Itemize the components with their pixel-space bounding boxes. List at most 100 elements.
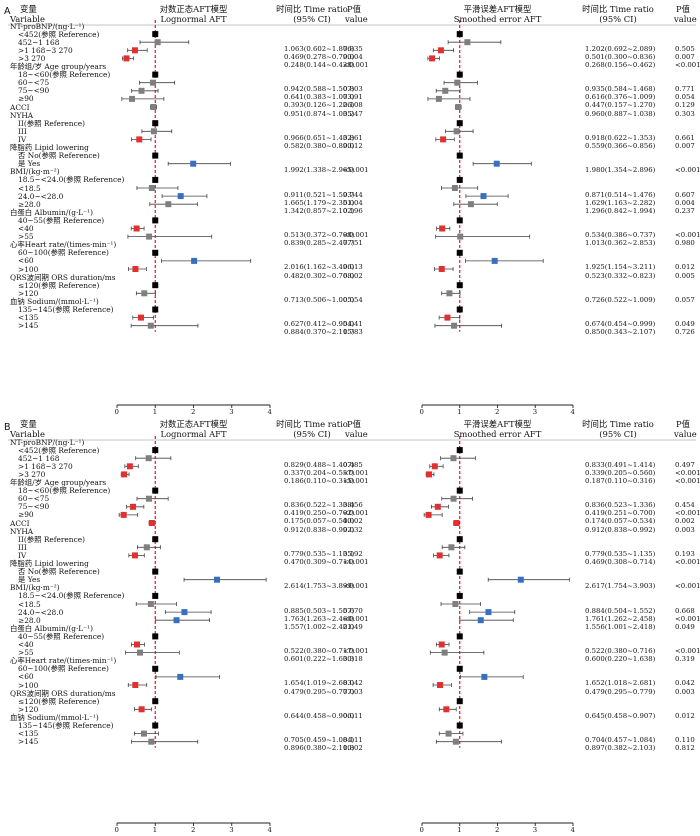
x-tick-label: 3 [532, 408, 538, 416]
p-value: 0.002 [343, 271, 363, 280]
header-p-en: value [345, 14, 368, 24]
time-ratio-value: 2.614(1.753~3.899) [284, 582, 355, 591]
time-ratio-value: 0.911(0.521~1.593) [284, 190, 355, 199]
point-estimate [445, 730, 452, 737]
panel-label: A [4, 6, 11, 17]
p-value: 0.668 [675, 606, 695, 615]
time-ratio-value: 0.726(0.522~1.009) [585, 295, 656, 304]
p-value: 0.054 [343, 295, 363, 304]
row-label: 452~1 168 [18, 37, 60, 47]
row-label: >120 [18, 288, 39, 298]
reference-marker [456, 722, 463, 729]
p-value: 0.835 [343, 44, 363, 53]
p-value: 0.193 [675, 549, 695, 558]
time-ratio-value: 0.779(0.535~1.135) [585, 549, 656, 558]
time-ratio-value: 0.187(0.110~0.316) [585, 476, 656, 485]
row-label: >100 [18, 264, 39, 274]
reference-marker [456, 152, 463, 159]
time-ratio-value: 2.016(1.162~3.496) [284, 263, 355, 272]
header-p-en: value [345, 429, 368, 439]
header-variable-en: Variable [10, 14, 45, 24]
p-value: 0.454 [675, 501, 695, 510]
header-time-ratio-cn-2: 时间比 Time ratio [582, 419, 654, 429]
row-label: QRS波间期 ORS duration/ms [10, 272, 116, 282]
time-ratio-value: 1.654(1.019~2.683) [284, 679, 355, 688]
time-ratio-value: 0.600(0.220~1.638) [585, 655, 656, 664]
row-label: III [18, 126, 27, 136]
time-ratio-value: 0.248(0.144~0.428) [284, 60, 355, 69]
header-p-en-2: value [674, 14, 697, 24]
time-ratio-value: 1.557(1.002~2.421) [284, 622, 355, 631]
time-ratio-value: 0.704(0.457~1.084) [585, 736, 656, 745]
point-estimate [136, 136, 143, 143]
point-estimate [147, 322, 154, 329]
point-estimate [121, 471, 128, 478]
row-label: >3 270 [18, 53, 46, 63]
x-tick-label: 4 [267, 408, 272, 416]
p-value: 0.456 [343, 501, 363, 510]
row-label: ≥90 [18, 510, 34, 520]
p-value: 0.007 [675, 141, 695, 150]
p-value: <0.001 [675, 231, 700, 239]
p-value: 0.505 [675, 44, 695, 53]
row-label: ≤120(参照 Reference) [18, 696, 100, 706]
point-estimate [177, 673, 184, 680]
point-estimate [177, 193, 184, 200]
reference-marker [152, 71, 159, 78]
point-estimate [464, 39, 471, 46]
time-ratio-value: 1.980(1.354~2.896) [585, 166, 656, 175]
point-estimate [434, 503, 441, 510]
reference-marker [152, 306, 159, 313]
reference-marker [152, 568, 159, 575]
reference-marker [456, 120, 463, 127]
reference-marker [152, 665, 159, 672]
point-estimate [165, 201, 172, 208]
p-value: 0.771 [675, 85, 695, 94]
reference-marker [152, 698, 159, 705]
p-value: <0.001 [343, 509, 369, 518]
time-ratio-value: 0.713(0.506~1.005) [284, 295, 355, 304]
row-label: 60~<75 [18, 494, 50, 504]
time-ratio-value: 1.342(0.857~2.102) [284, 206, 355, 215]
p-value: 0.012 [675, 263, 695, 272]
point-estimate [138, 87, 145, 94]
time-ratio-value: 0.174(0.057~0.534) [585, 517, 656, 526]
header-p-cn-2: P值 [676, 4, 691, 14]
time-ratio-value: 0.469(0.308~0.714) [585, 557, 656, 566]
time-ratio-value: 0.836(0.522~1.338) [284, 501, 355, 510]
row-label: <60 [18, 672, 34, 682]
point-estimate [477, 617, 484, 624]
x-tick-label: 3 [229, 826, 234, 834]
point-estimate [136, 649, 143, 656]
x-tick-label: 2 [495, 408, 500, 416]
p-value: 0.319 [675, 655, 695, 664]
row-label: IV [18, 550, 27, 560]
row-label: 18~<60(参照 Reference) [18, 486, 111, 496]
time-ratio-value: 1.013(0.362~2.853) [585, 239, 656, 248]
point-estimate [451, 322, 458, 329]
time-ratio-value: 0.559(0.366~0.856) [585, 141, 656, 150]
row-label: 18.5~<24.0(参照 Reference) [18, 175, 125, 185]
row-label: 60~100(参照 Reference) [18, 248, 109, 258]
header-time-ratio-en-2: (95% CI) [599, 14, 637, 24]
time-ratio-value: 0.779(0.535~1.135) [284, 549, 355, 558]
point-estimate [150, 128, 157, 135]
header-variable-en: Variable [10, 429, 45, 439]
p-value: <0.001 [675, 582, 700, 591]
point-estimate [173, 617, 180, 624]
p-value: <0.001 [675, 509, 700, 518]
point-estimate [452, 738, 459, 745]
p-value: 0.110 [675, 736, 695, 745]
point-estimate [147, 601, 154, 607]
point-estimate [439, 225, 446, 232]
reference-marker [152, 31, 159, 38]
row-label: <40 [18, 224, 34, 233]
point-estimate [425, 511, 432, 518]
p-value: 0.192 [343, 549, 363, 558]
point-estimate [426, 471, 433, 478]
p-value: 0.004 [343, 52, 363, 61]
time-ratio-value: 1.925(1.154~3.211) [585, 263, 656, 272]
time-ratio-value: 0.645(0.458~0.907) [585, 711, 656, 720]
header-p-cn: P值 [347, 4, 362, 14]
point-estimate [143, 544, 150, 551]
